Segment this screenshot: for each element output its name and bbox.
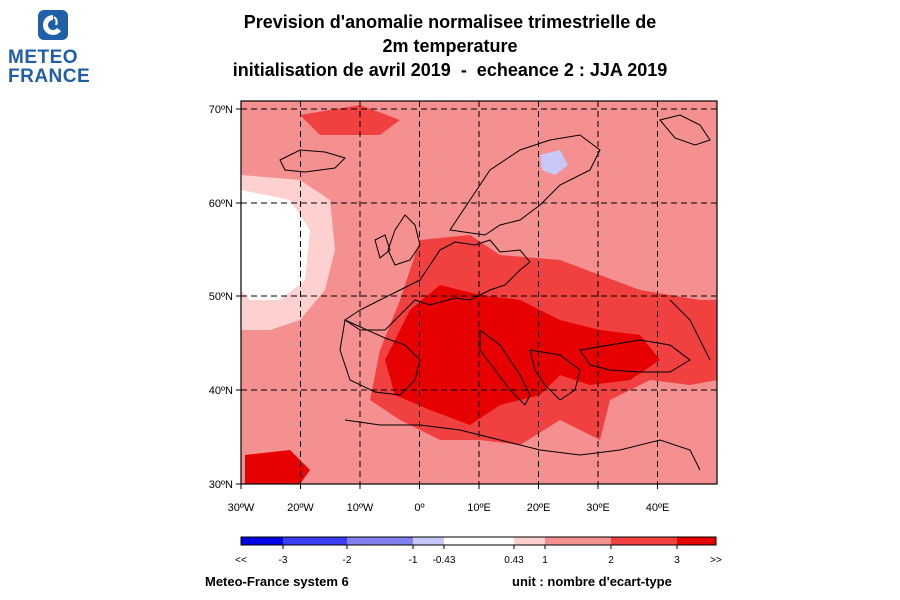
lon-label: 30ºW [228,502,255,514]
title-line2: 2m temperature [382,36,518,56]
colorbar-swatch [347,537,413,545]
colorbar-swatch [241,537,283,545]
colorbar-label: 0.43 [504,555,524,566]
coast-great-britain [387,214,421,266]
logo-line2: FRANCE [8,66,91,87]
logo-text: METEO FRANCE [8,48,94,86]
title-line3: initialisation de avril 2019 - echeance … [232,60,668,80]
map-title: Prevision d'anomalie normalisee trimestr… [150,10,750,82]
logo-line1: METEO [8,47,79,68]
lon-label: 10ºE [467,502,491,514]
coast-iberia [339,319,421,396]
coast-black-sea [579,339,691,373]
lat-label: 60ºN [209,198,233,210]
coast-north-africa [344,419,701,471]
colorbar-swatch [611,537,677,545]
lat-labels: 70ºN 60ºN 50ºN 40ºN 30ºN [209,104,233,491]
colorbar-frame [240,536,717,546]
sahara-anomaly-zone [245,450,310,484]
axis-ticks [236,108,658,489]
title-line1: Prevision d'anomalie normalisee trimestr… [243,12,657,32]
lon-label: 20ºE [527,502,551,514]
lat-label: 40ºN [209,385,233,397]
colorbar-label: -2 [343,555,352,566]
colorbar-swatch [545,537,611,545]
coast-balkans [529,349,581,401]
colorbar-swatch [444,537,514,545]
colorbar-labels: << -3 -2 -1 -0.43 0.43 1 2 3 >> [235,555,722,566]
colorbar-swatch [677,537,716,545]
graticule [241,101,717,484]
colorbar-label: -0.43 [433,555,456,566]
colorbar-swatch [283,537,347,545]
colorbar-swatch [514,537,545,545]
colorbar-label: 3 [674,555,680,566]
colorbar-label: >> [710,555,722,566]
coast-western-europe [344,239,531,331]
logo-badge-icon [38,10,68,40]
coast-novaya-zemlya [659,114,711,146]
coast-ireland [374,234,391,259]
coast-caspian [669,299,711,361]
colorbar-label: 1 [542,555,548,566]
lon-label: 0º [414,502,424,514]
meteo-france-logo: METEO FRANCE [8,10,90,90]
colorbar-swatch [413,537,444,545]
lon-label: 40ºE [646,502,670,514]
lat-label: 30ºN [209,479,233,491]
colorbar [240,536,717,549]
colorbar-label: << [235,555,247,566]
coast-italy [479,329,531,406]
neutral-anomaly-zone [241,190,310,300]
colorbar-label: 2 [608,555,614,566]
coastlines [279,114,711,471]
lon-label: 30ºE [586,502,610,514]
colorbar-label: -1 [409,555,418,566]
coast-iceland [279,149,346,173]
arctic-anomaly-zone [300,105,400,135]
colorbar-label: -3 [279,555,288,566]
lat-label: 50ºN [209,291,233,303]
footer-model: Meteo-France system 6 [205,574,349,589]
coast-scandinavia [449,134,601,236]
lon-labels: 30ºW 20ºW 10ºW 0º 10ºE 20ºE 30ºE 40ºE [228,502,670,514]
lon-label: 10ºW [347,502,374,514]
lat-label: 70ºN [209,104,233,116]
cold-anomaly-scandinavia [540,150,568,175]
footer-unit: unit : nombre d'ecart-type [512,574,672,589]
lon-label: 20ºW [287,502,314,514]
